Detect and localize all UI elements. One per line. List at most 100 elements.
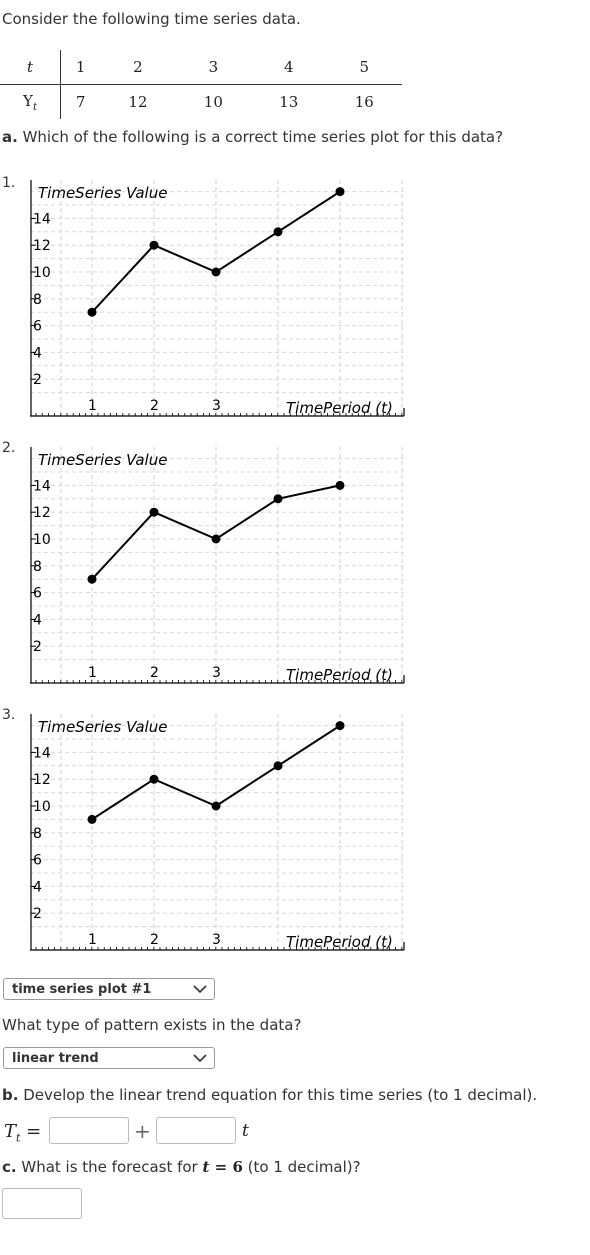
t-value: 1	[60, 50, 101, 85]
question-c-eq: = 6	[209, 1158, 243, 1176]
y-subscript: t	[32, 101, 37, 113]
y-symbol: Y	[23, 91, 33, 110]
question-a-text: Which of the following is a correct time…	[17, 128, 504, 146]
y-tick-label: 10	[33, 532, 51, 548]
question-c-label: c.	[2, 1158, 17, 1176]
question-c-t: t	[202, 1158, 210, 1176]
data-point	[211, 534, 221, 544]
data-point	[87, 814, 97, 824]
question-c-text-before: What is the forecast for	[16, 1158, 203, 1176]
question-b-text: Develop the linear trend equation for th…	[18, 1086, 538, 1104]
table-row-y: Yt 7 12 10 13 16	[0, 84, 402, 119]
plot-ylabel: TimeSeries Value	[38, 184, 167, 202]
y-value: 13	[279, 93, 299, 111]
data-point	[87, 574, 97, 584]
plus-sign: +	[134, 1119, 151, 1143]
plot-choice-value: time series plot #1	[12, 982, 152, 997]
y-tick-label: 12	[33, 238, 51, 254]
question-a-label: a.	[2, 128, 18, 146]
data-point	[87, 307, 97, 317]
plot-option-number: 1.	[2, 175, 16, 191]
data-point	[149, 507, 159, 517]
x-tick-label: 1	[88, 932, 97, 948]
question-c: c. What is the forecast for t = 6 (to 1 …	[2, 1158, 361, 1176]
y-tick-label: 14	[33, 478, 51, 494]
y-value: 16	[354, 93, 374, 111]
y-tick-label: 2	[33, 639, 42, 655]
plot-xlabel: TimePeriod (t)	[286, 666, 393, 684]
x-tick-label: 2	[150, 398, 159, 414]
y-tick-label: 10	[33, 265, 51, 281]
y-value: 12	[128, 93, 148, 111]
t-value: 3	[175, 50, 252, 85]
x-tick-label: 3	[212, 665, 221, 681]
chevron-down-icon	[193, 985, 207, 994]
question-c-text-after: (to 1 decimal)?	[242, 1158, 361, 1176]
plot-xlabel: TimePeriod (t)	[286, 933, 393, 951]
y-tick-label: 4	[33, 879, 42, 895]
plot-ylabel: TimeSeries Value	[38, 718, 167, 736]
data-point	[335, 480, 345, 490]
trend-equation-lhs: Tt =	[4, 1121, 41, 1145]
x-tick-label: 3	[212, 398, 221, 414]
data-point	[149, 774, 159, 784]
x-tick-label: 2	[150, 932, 159, 948]
pattern-question: What type of pattern exists in the data?	[2, 1016, 302, 1034]
t-value: 2	[100, 50, 176, 85]
plot-choice-select[interactable]: time series plot #1	[3, 978, 215, 1000]
y-tick-label: 12	[33, 505, 51, 521]
y-tick-label: 2	[33, 372, 42, 388]
y-tick-label: 4	[33, 612, 42, 628]
y-tick-label: 14	[33, 211, 51, 227]
row-y-label: Yt	[0, 84, 61, 119]
question-b-label: b.	[2, 1086, 19, 1104]
y-tick-label: 8	[33, 826, 42, 842]
t-symbol: T	[4, 1121, 17, 1142]
y-tick-label: 12	[33, 772, 51, 788]
y-tick-label: 8	[33, 292, 42, 308]
intercept-input[interactable]	[49, 1117, 129, 1144]
x-tick-label: 3	[212, 932, 221, 948]
t-value: 4	[251, 50, 327, 85]
table-row-t: t 1 2 3 4 5	[0, 50, 402, 85]
y-tick-label: 2	[33, 906, 42, 922]
t-subscript: t	[16, 1131, 21, 1145]
y-tick-label: 6	[33, 319, 42, 335]
chevron-down-icon	[193, 1054, 207, 1063]
question-a: a. Which of the following is a correct t…	[2, 128, 503, 146]
y-tick-label: 10	[33, 799, 51, 815]
plot-ylabel: TimeSeries Value	[38, 451, 167, 469]
x-tick-label: 2	[150, 665, 159, 681]
data-point	[211, 267, 221, 277]
x-tick-label: 1	[88, 398, 97, 414]
pattern-select[interactable]: linear trend	[3, 1047, 215, 1069]
row-t-label: t	[0, 50, 61, 85]
y-tick-label: 6	[33, 853, 42, 869]
forecast-input[interactable]	[2, 1188, 82, 1219]
y-tick-label: 8	[33, 559, 42, 575]
y-tick-label: 4	[33, 345, 42, 361]
y-value: 7	[75, 93, 86, 111]
y-value: 10	[203, 93, 223, 111]
question-b: b. Develop the linear trend equation for…	[2, 1086, 537, 1104]
plot-xlabel: TimePeriod (t)	[286, 399, 393, 417]
slope-input[interactable]	[156, 1117, 236, 1144]
y-tick-label: 6	[33, 586, 42, 602]
data-point	[273, 227, 283, 237]
plot-option-number: 2.	[2, 440, 16, 456]
data-point	[273, 494, 283, 504]
x-tick-label: 1	[88, 665, 97, 681]
data-point	[335, 721, 345, 731]
data-point	[149, 240, 159, 250]
equals-sign: =	[26, 1121, 42, 1142]
y-tick-label: 14	[33, 745, 51, 761]
t-variable: t	[242, 1121, 249, 1141]
data-point	[335, 187, 345, 197]
plot-option-number: 3.	[2, 707, 16, 723]
intro-text: Consider the following time series data.	[2, 10, 301, 28]
